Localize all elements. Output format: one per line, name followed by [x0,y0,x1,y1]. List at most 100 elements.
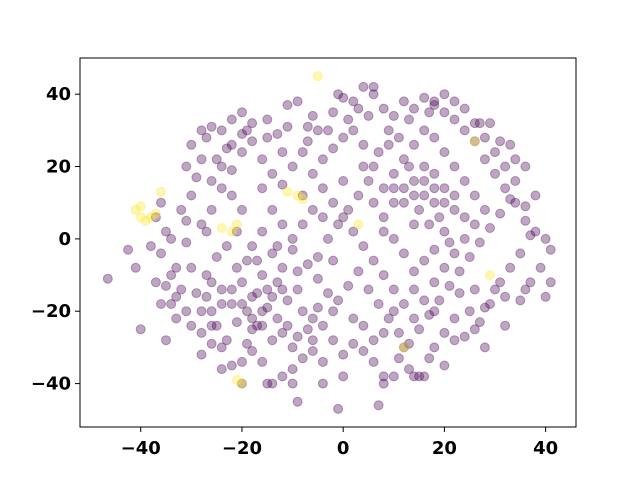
scatter-point-class-0 [358,320,369,331]
scatter-point-class-0 [247,346,258,356]
scatter-point-class-0 [338,212,349,223]
scatter-point-class-0 [161,335,171,346]
scatter-point-class-0 [317,320,328,331]
scatter-point-class-0 [500,291,511,302]
scatter-point-class-0 [216,364,227,375]
scatter-point-class-0 [206,320,217,331]
scatter-point-class-0 [479,154,490,165]
scatter-point-class-0 [267,248,278,259]
scatter-point-class-0 [237,299,247,309]
scatter-point-class-0 [429,168,440,179]
scatter-point-class-0 [242,125,252,136]
scatter-point-class-0 [317,212,328,223]
scatter-point-class-0 [449,190,460,201]
scatter-point-class-0 [348,125,359,136]
scatter-point-class-0 [307,204,318,215]
y-tick-label: 20 [46,157,71,178]
scatter-point-class-0 [444,280,455,291]
scatter-point-class-0 [307,168,318,179]
scatter-point-class-0 [398,342,409,353]
scatter-point-class-0 [409,103,419,114]
scatter-point-class-0 [388,110,399,121]
scatter-point-class-0 [201,291,212,302]
scatter-point-class-0 [424,353,435,364]
scatter-point-class-0 [196,219,207,230]
scatter-point-class-0 [216,125,227,136]
scatter-point-class-0 [252,320,263,331]
scatter-point-class-0 [500,320,511,331]
scatter-point-class-0 [358,81,369,92]
scatter-point-class-0 [404,364,414,375]
scatter-point-class-0 [469,118,480,129]
scatter-point-class-0 [353,103,364,114]
scatter-point-class-0 [520,284,531,295]
scatter-point-class-0 [388,306,399,317]
scatter-point-class-0 [490,284,500,295]
x-tick-label: −40 [121,438,161,459]
scatter-point-class-0 [338,132,349,143]
scatter-point-class-0 [292,396,303,407]
scatter-point-class-0 [444,237,455,248]
scatter-point-class-0 [469,324,480,335]
y-tick-label: 0 [58,229,71,250]
scatter-point-class-0 [166,270,177,281]
scatter-point-class-0 [135,324,146,335]
scatter-point-class-1 [398,342,409,353]
scatter-point-class-0 [237,356,247,367]
scatter-point-class-0 [485,118,495,129]
scatter-point-class-1 [150,208,161,219]
scatter-point-class-0 [474,118,485,129]
scatter-point-class-0 [505,262,516,273]
scatter-point-class-0 [495,136,506,147]
scatter-point-class-0 [545,277,556,288]
y-tick-label: 40 [46,84,71,105]
scatter-point-class-0 [368,89,379,100]
scatter-point-class-0 [181,215,192,226]
scatter-point-class-0 [464,252,475,262]
scatter-point-class-0 [378,212,389,223]
scatter-point-class-0 [297,190,308,201]
scatter-point-class-0 [150,212,161,223]
scatter-point-class-1 [282,186,293,197]
scatter-point-class-0 [292,284,303,295]
scatter-point-class-0 [252,288,263,299]
scatter-point-class-0 [317,154,328,165]
scatter-point-class-0 [312,273,323,284]
scatter-point-class-0 [307,346,318,356]
scatter-point-class-0 [449,114,460,125]
scatter-point-class-0 [186,139,197,150]
scatter-point-class-1 [231,375,242,385]
scatter-point-class-0 [317,183,328,194]
scatter-point-class-0 [156,248,166,259]
scatter-point-class-1 [135,212,146,223]
scatter-point-class-0 [353,266,364,277]
scatter-point-class-0 [388,371,399,382]
scatter-point-class-0 [221,143,232,154]
scatter-point-class-0 [459,125,470,136]
scatter-point-class-0 [181,161,192,172]
scatter-point-class-0 [333,295,344,306]
scatter-point-class-0 [373,400,384,411]
scatter-point-class-0 [262,114,273,125]
scatter-point-class-0 [196,306,207,317]
scatter-point-class-0 [474,237,485,248]
scatter-point-class-1 [130,204,141,215]
scatter-point-class-0 [404,338,414,349]
scatter-point-class-0 [257,306,268,317]
scatter-point-class-0 [429,277,440,288]
scatter-point-class-0 [439,226,450,237]
scatter-point-class-0 [257,183,268,194]
scatter-point-class-0 [449,204,460,215]
scatter-point-class-0 [500,161,511,172]
scatter-point-class-0 [459,176,470,186]
scatter-point-class-0 [419,295,430,306]
scatter-point-class-0 [485,223,495,233]
scatter-point-class-0 [368,197,379,208]
scatter-point-class-0 [439,327,450,338]
scatter-point-class-0 [338,176,349,186]
scatter-point-class-0 [409,176,419,186]
scatter-point-class-0 [257,270,268,281]
scatter-point-class-0 [383,313,394,324]
scatter-point-class-0 [373,147,384,158]
scatter-point-class-0 [515,295,526,306]
